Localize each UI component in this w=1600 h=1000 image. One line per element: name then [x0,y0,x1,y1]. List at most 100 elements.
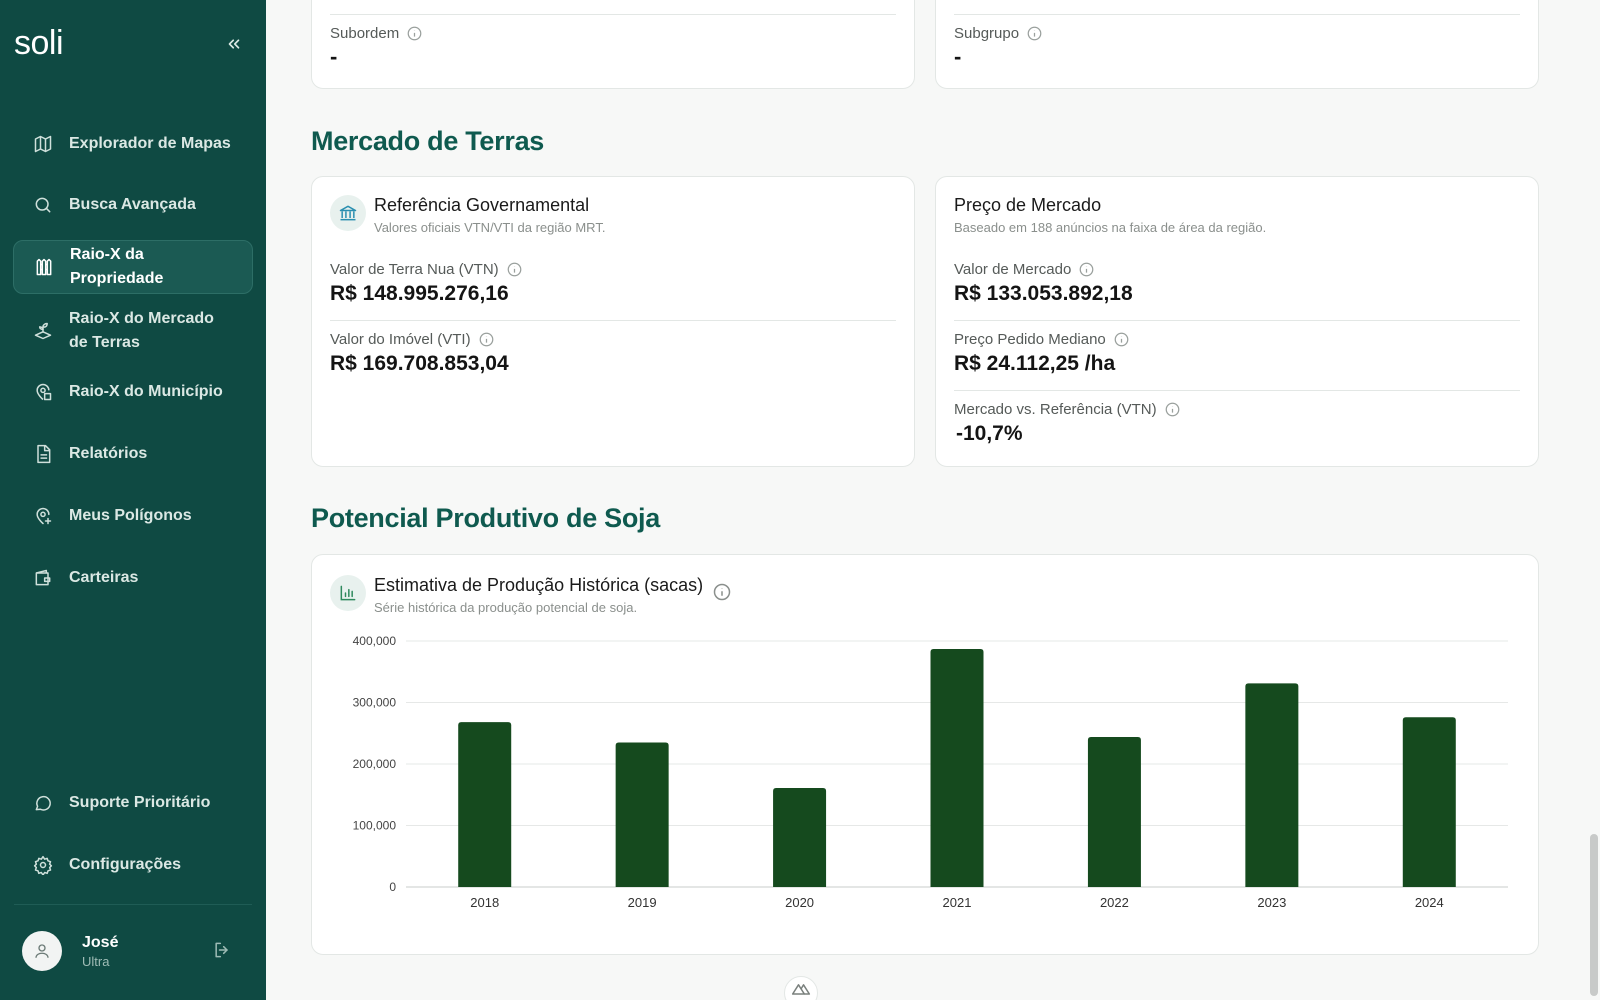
sidebar-item-label: Busca Avançada [69,196,196,213]
bar-2019[interactable] [615,742,669,887]
scrollbar[interactable] [1590,834,1598,996]
sidebar-item-raio-x-do-municipio[interactable]: Raio-X do Município [13,374,253,410]
vti-label: Valor do Imóvel (VTI) [330,331,896,348]
x-tick-label: 2018 [470,895,499,910]
sidebar-item-meus-poligonos[interactable]: Meus Polígonos [13,498,253,534]
median-price-value: R$ 24.112,25 /ha [954,352,1116,375]
map-pin-plus-icon [31,504,55,528]
y-tick-label: 300,000 [353,696,397,710]
divider [954,390,1520,391]
info-icon[interactable] [407,26,422,41]
market-card-subtitle: Baseado em 188 anúncios na faixa de área… [954,220,1267,235]
bar-2020[interactable] [773,787,827,887]
market-card-title: Preço de Mercado [954,195,1102,215]
sidebar-item-label: Explorador de Mapas [69,135,231,152]
subordem-value: - [330,44,338,69]
vtn-label: Valor de Terra Nua (VTN) [330,261,896,278]
production-chart-card: Estimativa de Produção Histórica (sacas)… [311,554,1539,955]
vtn-value: R$ 148.995.276,16 [330,282,509,305]
vti-value: R$ 169.708.853,04 [330,352,509,375]
market-vs-reference-value: -10,7% [956,422,1023,445]
vti-label-text: Valor do Imóvel (VTI) [330,331,471,348]
sidebar-item-label: Meus Polígonos [69,507,192,524]
map-pin-building-icon [31,380,55,404]
bar-2022[interactable] [1087,736,1141,887]
sidebar-item-suporte-prioritario[interactable]: Suporte Prioritário [13,785,253,821]
sidebar-item-carteiras[interactable]: Carteiras [13,560,253,596]
x-tick-label: 2019 [628,895,657,910]
sidebar-item-busca-avancada[interactable]: Busca Avançada [13,187,253,223]
brand-logo[interactable]: soli [14,24,64,62]
map-icon [31,132,55,156]
sidebar-item-relatorios[interactable]: Relatórios [13,436,253,472]
median-price-label: Preço Pedido Mediano [954,331,1520,348]
bank-icon [330,195,366,231]
market-vs-reference-label: Mercado vs. Referência (VTN) [954,401,1520,418]
sidebar: soli Explorador de Mapas Busca Avançada … [0,0,266,1000]
subordem-label-text: Subordem [330,25,400,42]
user-plan: Ultra [82,953,110,969]
sidebar-divider [14,904,252,905]
info-icon[interactable] [1114,332,1129,347]
info-icon[interactable] [1079,262,1094,277]
subgrupo-label: Subgrupo [954,25,1042,42]
bar-2024[interactable] [1402,717,1456,887]
wallet-icon [31,566,55,590]
divider [330,14,896,15]
user-name: José [82,933,119,951]
market-value-label: Valor de Mercado [954,261,1520,278]
government-reference-card: Referência Governamental Valores oficiai… [311,176,915,467]
info-icon[interactable] [1165,402,1180,417]
divider [330,320,896,321]
info-icon[interactable] [1027,26,1042,41]
info-icon[interactable] [713,583,731,601]
chart-subtitle: Série histórica da produção potencial de… [374,600,638,615]
sidebar-item-label: Suporte Prioritário [69,794,211,811]
x-tick-label: 2022 [1100,895,1129,910]
subordem-card: Subordem - [311,0,915,89]
x-tick-label: 2024 [1415,895,1444,910]
section-title-mercado-de-terras: Mercado de Terras [311,126,544,156]
market-vs-reference-label-text: Mercado vs. Referência (VTN) [954,401,1157,418]
message-circle-icon [31,791,55,815]
sidebar-item-label: Configurações [69,856,182,873]
sidebar-item-explorador-de-mapas[interactable]: Explorador de Mapas [13,126,253,162]
file-text-icon [31,442,55,466]
x-tick-label: 2023 [1257,895,1286,910]
info-icon[interactable] [507,262,522,277]
nuxt-devtools-icon[interactable] [784,976,818,1000]
market-price-card: Preço de Mercado Baseado em 188 anúncios… [935,176,1539,467]
divider [954,14,1520,15]
subordem-label: Subordem [330,25,422,42]
chevrons-left-icon[interactable] [222,32,246,56]
search-icon [31,193,55,217]
market-value-label-text: Valor de Mercado [954,261,1072,278]
sidebar-item-label: Raio-X da Propriedade [70,246,164,287]
bar-2023[interactable] [1245,683,1299,887]
sidebar-item-raio-x-do-mercado-de-terras[interactable]: Raio-X do Mercado de Terras [13,304,253,358]
chart-title: Estimativa de Produção Histórica (sacas) [374,575,704,595]
vtn-label-text: Valor de Terra Nua (VTN) [330,261,499,278]
sidebar-item-configuracoes[interactable]: Configurações [13,847,253,883]
y-tick-label: 0 [389,880,396,894]
logout-icon[interactable] [212,940,232,965]
x-tick-label: 2021 [943,895,972,910]
sidebar-item-raio-x-da-propriedade[interactable]: Raio-X da Propriedade [13,240,253,294]
government-card-title: Referência Governamental [374,195,590,215]
market-value: R$ 133.053.892,18 [954,282,1133,305]
bar-2018[interactable] [458,722,512,887]
section-title-potencial-produtivo-de-soja: Potencial Produtivo de Soja [311,503,660,533]
sidebar-item-label: Raio-X do Mercado de Terras [69,310,214,351]
user-info: José Ultra [82,934,118,969]
y-tick-label: 400,000 [353,634,397,648]
gear-icon [31,853,55,877]
sprout-icon [31,319,55,343]
bar-2021[interactable] [930,648,984,887]
avatar [22,931,62,971]
info-icon[interactable] [479,332,494,347]
x-tick-label: 2020 [785,895,814,910]
sidebar-item-label: Carteiras [69,569,139,586]
user-profile[interactable]: José Ultra [22,930,242,972]
divider [954,320,1520,321]
subgrupo-card: Subgrupo - [935,0,1539,89]
